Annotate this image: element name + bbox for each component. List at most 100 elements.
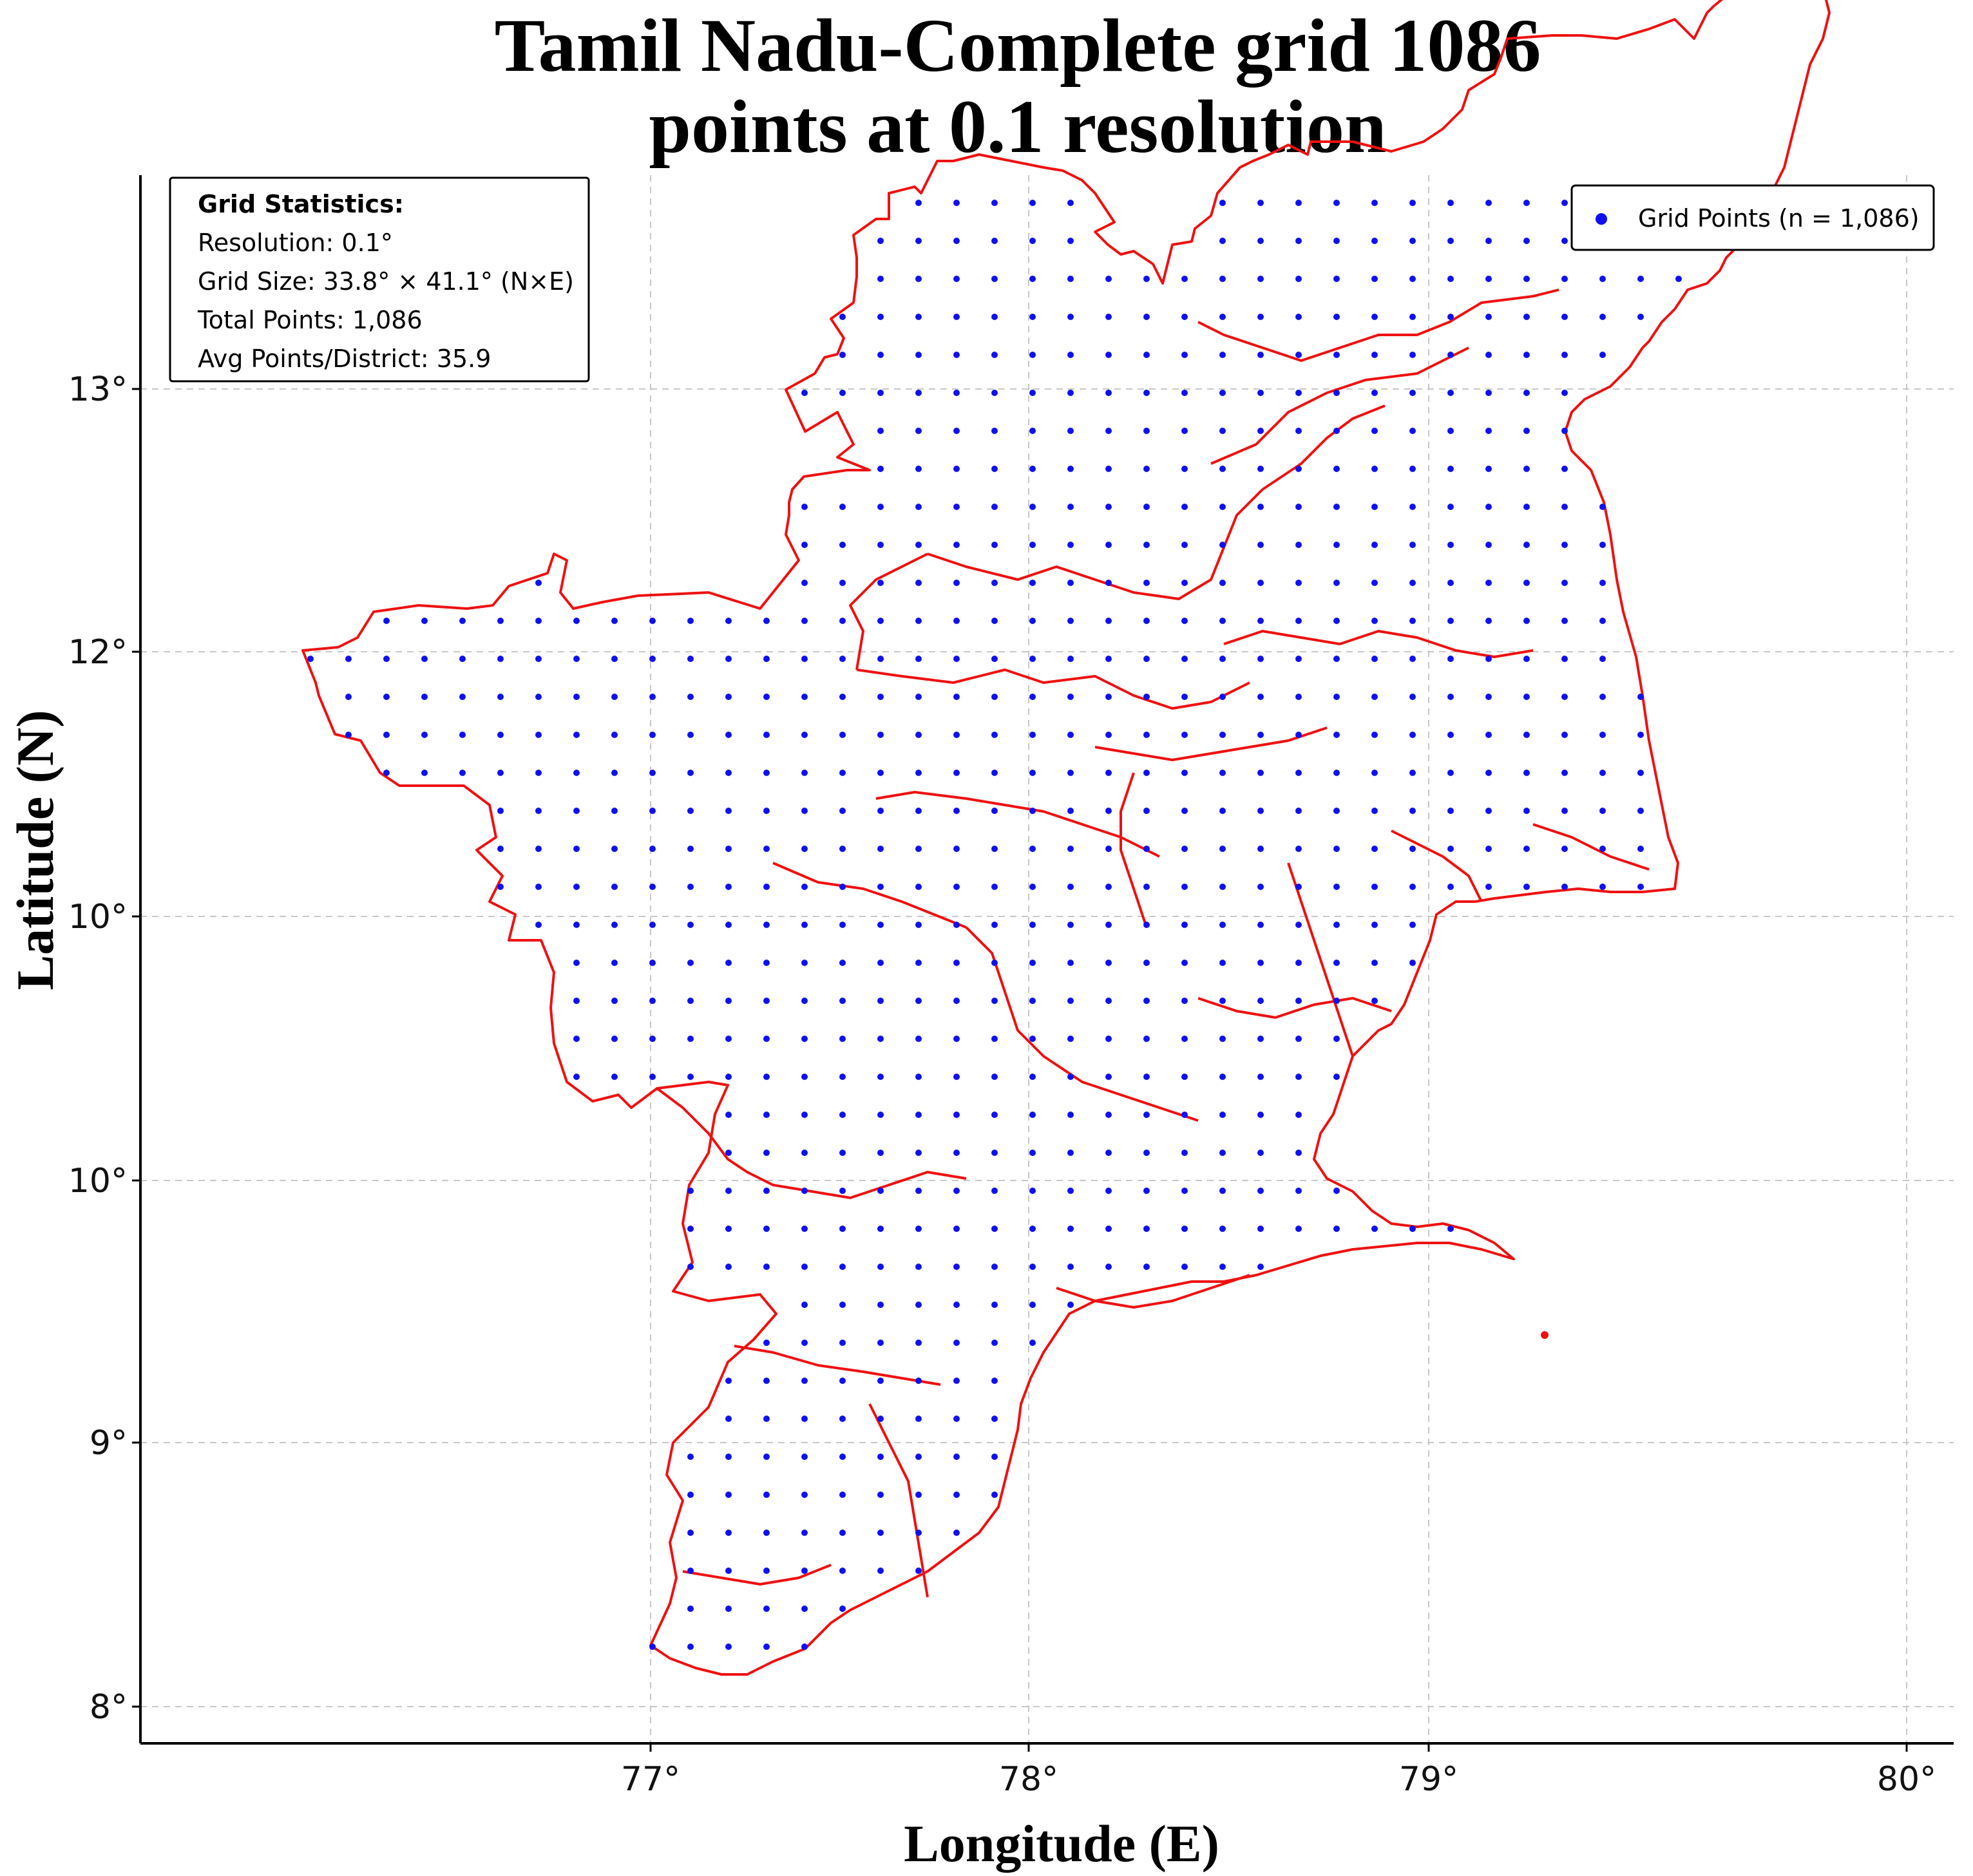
grid-point bbox=[1523, 314, 1530, 320]
grid-point bbox=[687, 1606, 694, 1612]
grid-point bbox=[1561, 276, 1568, 282]
grid-point bbox=[1295, 1036, 1302, 1042]
grid-point bbox=[1067, 1112, 1074, 1118]
ticks: 77° 78° 79° 80° 13° 12° 10° 10° 9° 8° bbox=[68, 370, 1936, 1799]
grid-point bbox=[1447, 808, 1454, 814]
grid-point bbox=[1029, 656, 1036, 662]
grid-point bbox=[535, 656, 542, 662]
grid-point bbox=[1219, 656, 1226, 662]
grid-point bbox=[915, 1416, 922, 1422]
district-boundary bbox=[656, 1087, 967, 1199]
grid-point bbox=[1637, 808, 1644, 814]
grid-point bbox=[877, 542, 884, 548]
grid-point bbox=[1333, 1074, 1340, 1080]
grid-point bbox=[839, 314, 846, 320]
grid-point bbox=[953, 960, 960, 966]
grid-point bbox=[1257, 276, 1264, 282]
grid-point bbox=[915, 770, 922, 776]
district-boundary bbox=[856, 668, 1250, 710]
grid-point bbox=[1105, 314, 1112, 320]
grid-point bbox=[687, 960, 694, 966]
district-boundary bbox=[682, 1564, 832, 1586]
district-boundary bbox=[1094, 726, 1328, 761]
grid-point bbox=[1295, 314, 1302, 320]
grid-point bbox=[421, 656, 428, 662]
grid-point bbox=[1257, 960, 1264, 966]
grid-point bbox=[1409, 884, 1416, 890]
grid-point bbox=[1105, 276, 1112, 282]
grid-point bbox=[1637, 884, 1644, 890]
grid-point bbox=[1485, 694, 1492, 700]
grid-point bbox=[839, 1150, 846, 1156]
grid-point bbox=[1219, 884, 1226, 890]
grid-point bbox=[535, 694, 542, 700]
grid-point bbox=[1409, 618, 1416, 624]
grid-point bbox=[801, 1492, 808, 1498]
grid-point bbox=[725, 1264, 732, 1270]
grid-point bbox=[991, 960, 998, 966]
grid-point bbox=[1105, 1188, 1112, 1194]
grid-point bbox=[1029, 276, 1036, 282]
grid-point bbox=[1485, 390, 1492, 396]
grid-point bbox=[1295, 1074, 1302, 1080]
grid-point bbox=[953, 352, 960, 358]
grid-point bbox=[953, 1454, 960, 1460]
grid-point bbox=[1523, 618, 1530, 624]
grid-point bbox=[1333, 618, 1340, 624]
grid-point bbox=[763, 998, 770, 1004]
grid-point bbox=[1561, 884, 1568, 890]
grid-point bbox=[953, 1340, 960, 1346]
grid-point bbox=[497, 656, 504, 662]
grid-point bbox=[1029, 1264, 1036, 1270]
grid-point bbox=[1257, 1036, 1264, 1042]
grid-point bbox=[1295, 466, 1302, 472]
grid-point bbox=[1181, 1226, 1188, 1232]
grid-point bbox=[1143, 428, 1150, 434]
grid-point bbox=[1029, 466, 1036, 472]
grid-point bbox=[991, 580, 998, 586]
grid-point bbox=[1029, 352, 1036, 358]
grid-point bbox=[1257, 428, 1264, 434]
grid-point bbox=[801, 1378, 808, 1384]
grid-point bbox=[1067, 846, 1074, 852]
grid-point bbox=[991, 504, 998, 510]
district-boundary bbox=[1261, 404, 1386, 491]
grid-point bbox=[649, 656, 656, 662]
grid-point bbox=[725, 1530, 732, 1536]
grid-point bbox=[1371, 960, 1378, 966]
grid-point bbox=[1181, 352, 1188, 358]
grid-point bbox=[687, 884, 694, 890]
grid-point bbox=[1029, 504, 1036, 510]
grid-point bbox=[1295, 542, 1302, 548]
grid-point bbox=[801, 884, 808, 890]
grid-point bbox=[1067, 352, 1074, 358]
grid-point bbox=[763, 1226, 770, 1232]
grid-point bbox=[839, 352, 846, 358]
grid-point bbox=[1485, 542, 1492, 548]
grid-point bbox=[1561, 846, 1568, 852]
grid-point bbox=[687, 808, 694, 814]
grid-point bbox=[953, 618, 960, 624]
grid-point bbox=[611, 808, 618, 814]
grid-point bbox=[1371, 732, 1378, 738]
grid-point bbox=[801, 1226, 808, 1232]
grid-point bbox=[1143, 770, 1150, 776]
grid-point bbox=[877, 238, 884, 244]
grid-point bbox=[687, 618, 694, 624]
grid-point bbox=[1409, 846, 1416, 852]
grid-point bbox=[1371, 884, 1378, 890]
grid-point bbox=[1219, 428, 1226, 434]
grid-point bbox=[1599, 580, 1606, 586]
grid-point bbox=[877, 1112, 884, 1118]
grid-point bbox=[877, 1264, 884, 1270]
grid-point bbox=[1333, 732, 1340, 738]
grid-point bbox=[839, 656, 846, 662]
grid-point bbox=[801, 770, 808, 776]
grid-point bbox=[1295, 732, 1302, 738]
grid-point bbox=[953, 656, 960, 662]
grid-point bbox=[725, 1416, 732, 1422]
district-boundary bbox=[1287, 862, 1354, 1057]
grid-points bbox=[307, 200, 1758, 1650]
y-axis-label: Latitude (N) bbox=[6, 710, 64, 990]
grid-point bbox=[953, 1378, 960, 1384]
